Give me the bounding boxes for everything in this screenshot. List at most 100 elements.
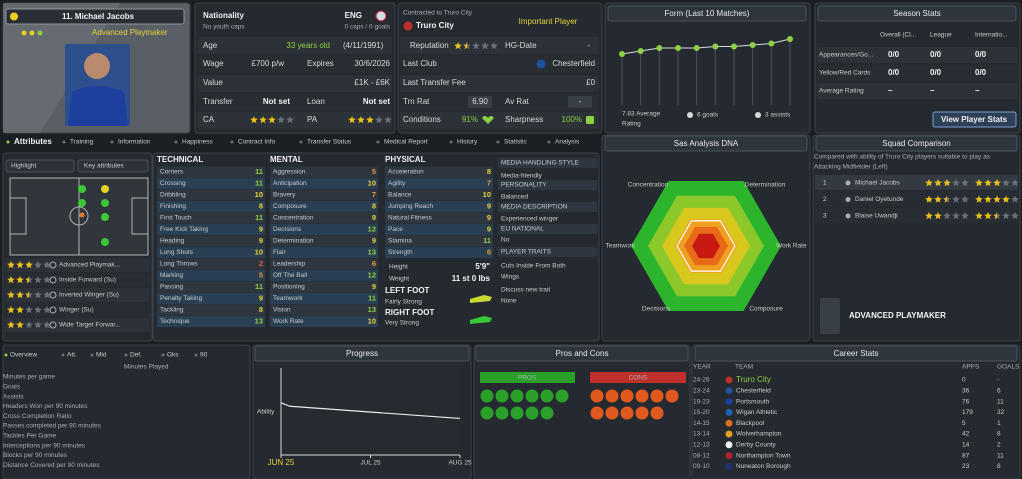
player-role: Advanced Playmaker: [92, 28, 168, 37]
panel-title: Career Stats: [834, 349, 879, 358]
attr-value: 10: [368, 316, 376, 325]
star-rating: [7, 306, 51, 314]
star: [7, 276, 15, 284]
star: [925, 212, 933, 220]
rating-box: [568, 96, 592, 108]
label: Blackpool: [736, 420, 765, 427]
dropdown[interactable]: Highlight: [11, 163, 36, 170]
star: [925, 179, 933, 187]
pro-icon: [525, 406, 539, 420]
tab[interactable]: History: [457, 139, 478, 146]
club-crest: [725, 387, 733, 395]
tab-bullet: [61, 353, 65, 357]
boot-icon: [755, 112, 761, 118]
label: Crossing: [160, 180, 186, 187]
dna-layer: [692, 233, 720, 259]
star-rating: [454, 42, 498, 50]
dropdown[interactable]: Key attributes: [84, 163, 124, 170]
attr-stripe: [270, 304, 378, 316]
attr-stripe: [157, 178, 265, 189]
star: [490, 42, 498, 50]
label: Headers Won per 90 minutes: [3, 403, 88, 410]
panel-title: Season Stats: [893, 9, 941, 18]
tab[interactable]: Overview: [10, 352, 37, 359]
label: Interceptions per 90 minutes: [3, 442, 86, 449]
tab-bullet: [194, 353, 198, 357]
row-stripe: [400, 37, 599, 54]
attr-stripe: [157, 247, 265, 258]
label: Fairly Strong: [385, 299, 422, 306]
label: Pace: [388, 226, 403, 233]
attr-stripe: [157, 189, 265, 201]
panel-title: Form (Last 10 Matches): [665, 9, 750, 18]
tab[interactable]: Attributes: [14, 137, 52, 146]
form-dot: [656, 45, 663, 51]
con-icon: [620, 389, 634, 403]
media-line: Media-friendly: [501, 173, 543, 180]
tab[interactable]: Att.: [67, 352, 77, 359]
attr-stripe: [270, 281, 378, 293]
row-stripe: [198, 37, 392, 54]
label: Compared with ability of Truro City play…: [814, 154, 991, 161]
label: 36: [962, 388, 970, 395]
tab[interactable]: Contract Info: [238, 139, 276, 146]
role-info: [49, 321, 57, 329]
label: Portsmouth: [736, 398, 770, 405]
x-tick-label: AUG 25: [448, 460, 472, 467]
attr-value: 6: [372, 259, 376, 268]
label: Last Club: [403, 59, 437, 68]
star: [1011, 179, 1019, 187]
star-rating: [975, 195, 1019, 203]
label: 23: [962, 463, 970, 470]
attr-stripe: [385, 235, 493, 247]
label: £0: [586, 78, 595, 87]
star: [34, 291, 42, 299]
label: Anticipation: [273, 180, 307, 187]
attr-value: 9: [259, 224, 263, 233]
label: Wigan Athletic: [736, 409, 778, 416]
tab[interactable]: Def.: [130, 352, 142, 359]
label: Teamwork: [273, 295, 303, 302]
label: Expires: [307, 59, 334, 68]
boot-icon: [470, 316, 492, 324]
label: Composure: [273, 203, 307, 210]
media-line: None: [501, 298, 517, 305]
tab[interactable]: Happiness: [182, 139, 213, 146]
con-icon: [635, 389, 649, 403]
star-rating: [975, 179, 1019, 187]
tab[interactable]: 90: [200, 352, 208, 359]
tab[interactable]: Analysis: [555, 139, 580, 146]
star: [259, 116, 267, 124]
tab[interactable]: Information: [118, 139, 151, 146]
tab[interactable]: Medical Report: [384, 139, 428, 146]
label: Advanced Playmak...: [59, 262, 120, 269]
ball-icon: [687, 112, 693, 118]
tab[interactable]: Statistic: [504, 139, 528, 146]
label: 2: [997, 442, 1001, 449]
view-stats-button[interactable]: View Player Stats: [941, 115, 1008, 124]
attr-stripe: [157, 258, 265, 270]
label: TEAM: [735, 364, 753, 371]
star: [943, 195, 951, 203]
position-dot: [101, 199, 109, 207]
tab[interactable]: Training: [70, 139, 94, 146]
media-line: Balanced: [501, 194, 528, 201]
star: [975, 212, 983, 220]
label: 0/0: [930, 50, 942, 59]
label: 0/0: [888, 68, 900, 77]
tab[interactable]: Gks: [167, 352, 179, 359]
media-line: PERSONALITY: [501, 182, 547, 189]
con-icon: [650, 406, 664, 420]
con-icon: [605, 406, 619, 420]
tab[interactable]: Transfer Status: [307, 139, 352, 146]
status-dot: [21, 30, 27, 36]
label: Important Player: [519, 17, 578, 26]
attr-value: 8: [259, 305, 263, 314]
star: [34, 321, 42, 329]
tab[interactable]: Mid: [96, 352, 107, 359]
attr-stripe: [270, 316, 378, 327]
club-crest: [725, 408, 733, 416]
attr-stripe: [157, 201, 265, 212]
star: [25, 321, 33, 329]
attr-stripe: [270, 270, 378, 281]
